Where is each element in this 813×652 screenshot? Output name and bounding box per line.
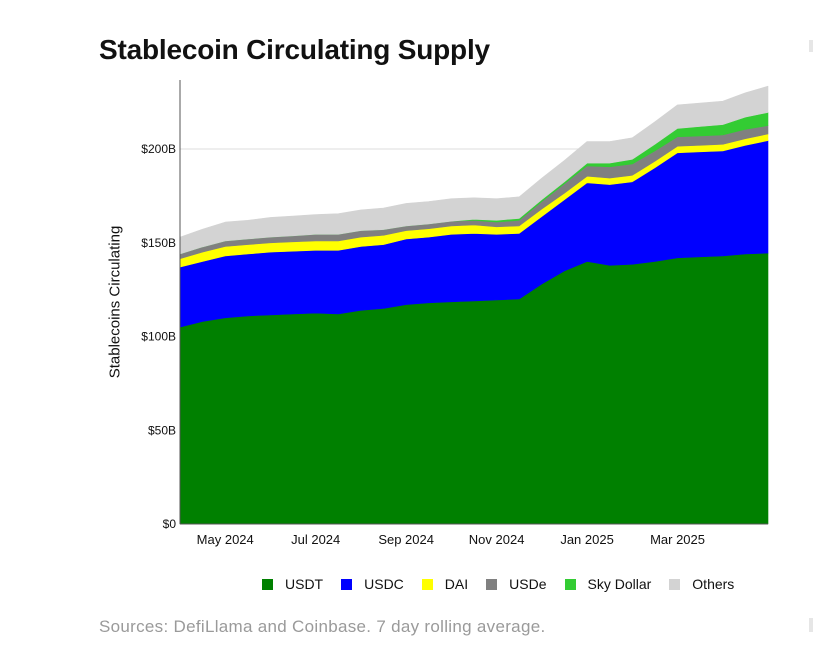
legend-swatch (486, 578, 498, 590)
x-tick-label: Mar 2025 (650, 532, 705, 547)
legend-item-usde: USDe (486, 576, 547, 592)
y-tick-label: $100B (141, 330, 176, 344)
legend-item-dai: DAI (421, 576, 469, 592)
legend-label: USDT (285, 576, 324, 592)
x-tick-label: May 2024 (197, 532, 254, 547)
legend-label: Others (692, 576, 735, 592)
edge-marker-bottom (809, 618, 813, 632)
source-note: Sources: DefiLlama and Coinbase. 7 day r… (99, 617, 546, 636)
legend-swatch (262, 578, 273, 590)
x-tick-label: Nov 2024 (469, 532, 525, 547)
legend-swatch (421, 578, 433, 590)
edge-marker-top (809, 40, 813, 52)
legend-item-others: Others (669, 576, 734, 592)
legend-label: USDC (364, 576, 404, 592)
legend-label: Sky Dollar (587, 576, 652, 592)
x-tick-label: Jul 2024 (291, 532, 340, 547)
chart-legend: USDT USDC DAI USDe Sky Dollar Others (262, 575, 752, 593)
y-tick-label: $150B (141, 236, 176, 250)
y-tick-label: $0 (163, 517, 177, 531)
legend-label: DAI (444, 576, 469, 592)
x-tick-label: Jan 2025 (560, 532, 614, 547)
legend-swatch (564, 578, 576, 590)
chart-title: Stablecoin Circulating Supply (99, 34, 490, 65)
legend-item-usdt: USDT (262, 576, 323, 592)
y-tick-label: $200B (141, 142, 176, 156)
y-tick-label: $50B (148, 423, 176, 437)
legend-item-sky-dollar: Sky Dollar (564, 576, 652, 592)
legend-item-usdc: USDC (341, 576, 404, 592)
x-tick-label: Sep 2024 (378, 532, 434, 547)
legend-swatch (341, 578, 353, 590)
area-others (179, 85, 769, 255)
legend-swatch (669, 578, 681, 590)
legend-label: USDe (509, 576, 547, 592)
